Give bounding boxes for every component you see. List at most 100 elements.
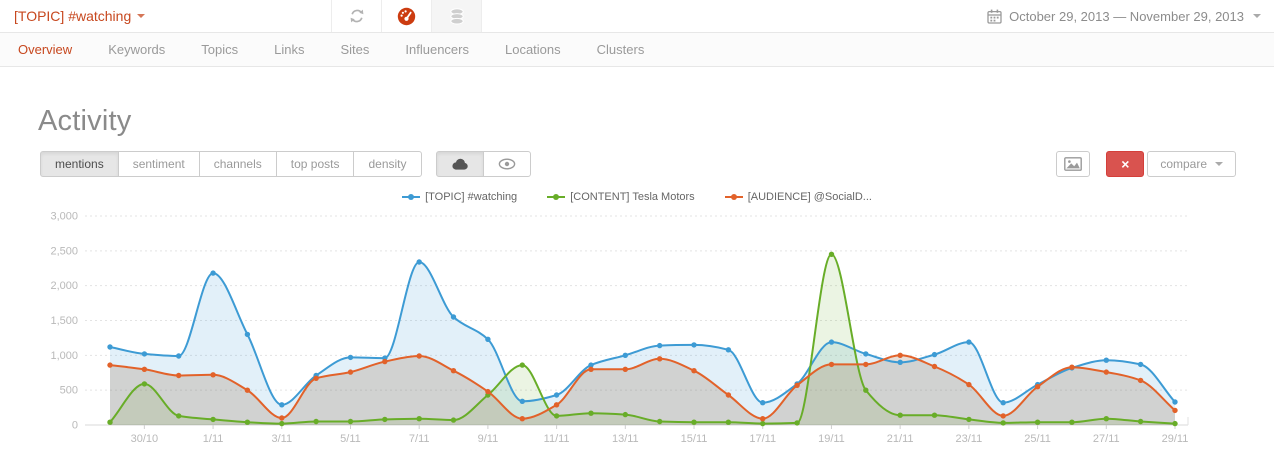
data-point[interactable] <box>657 356 663 362</box>
data-point[interactable] <box>141 351 148 357</box>
data-point[interactable] <box>107 344 113 350</box>
data-point[interactable] <box>347 369 354 375</box>
data-point[interactable] <box>382 358 388 365</box>
data-point[interactable] <box>1172 407 1178 414</box>
data-point[interactable] <box>966 381 972 388</box>
data-point[interactable] <box>450 314 457 320</box>
data-point[interactable] <box>244 387 251 393</box>
tab-locations[interactable]: Locations <box>504 42 561 57</box>
data-point[interactable] <box>760 420 766 427</box>
data-point[interactable] <box>794 420 800 426</box>
tab-overview[interactable]: Overview <box>18 42 73 57</box>
dashboard-button[interactable] <box>382 0 432 32</box>
data-point[interactable] <box>622 352 628 358</box>
data-point[interactable] <box>107 419 113 425</box>
data-point[interactable] <box>1137 377 1144 384</box>
data-point[interactable] <box>828 339 835 345</box>
data-point[interactable] <box>828 361 835 368</box>
data-point[interactable] <box>863 361 869 368</box>
data-point[interactable] <box>588 366 594 372</box>
data-point[interactable] <box>691 419 697 425</box>
data-point[interactable] <box>519 416 525 422</box>
data-point[interactable] <box>691 342 697 348</box>
data-point[interactable] <box>279 402 285 408</box>
view-density-button[interactable]: density <box>353 151 422 177</box>
view-top-posts-button[interactable]: top posts <box>275 151 355 177</box>
data-point[interactable] <box>931 412 938 418</box>
data-point[interactable] <box>1172 399 1178 405</box>
data-point[interactable] <box>382 416 388 423</box>
data-point[interactable] <box>141 366 148 372</box>
data-point[interactable] <box>622 366 628 372</box>
data-point[interactable] <box>210 270 216 276</box>
data-point[interactable] <box>485 336 491 342</box>
view-channels-button[interactable]: channels <box>198 151 277 177</box>
view-sentiment-button[interactable]: sentiment <box>117 151 200 177</box>
view-mentions-button[interactable]: mentions <box>40 151 119 177</box>
data-point[interactable] <box>347 418 354 425</box>
data-point[interactable] <box>863 351 869 357</box>
data-point[interactable] <box>657 342 663 349</box>
data-point[interactable] <box>519 398 525 404</box>
data-point[interactable] <box>416 416 422 422</box>
data-point[interactable] <box>657 418 663 425</box>
data-point[interactable] <box>828 251 835 257</box>
data-point[interactable] <box>897 352 903 358</box>
remove-compare-button[interactable]: × <box>1106 151 1145 177</box>
data-point[interactable] <box>931 351 938 358</box>
cloud-toggle-button[interactable] <box>435 151 484 177</box>
data-point[interactable] <box>1103 416 1110 422</box>
data-point[interactable] <box>176 372 182 379</box>
legend-item[interactable]: [TOPIC] #watching <box>402 191 517 203</box>
data-point[interactable] <box>485 388 491 395</box>
data-point[interactable] <box>416 353 422 359</box>
data-point[interactable] <box>1000 413 1006 419</box>
data-point[interactable] <box>1172 420 1178 427</box>
data-point[interactable] <box>347 354 354 361</box>
data-point[interactable] <box>588 410 594 416</box>
legend-item[interactable]: [CONTENT] Tesla Motors <box>547 191 695 203</box>
data-point[interactable] <box>450 417 457 423</box>
topic-selector[interactable]: [TOPIC] #watching <box>14 8 146 24</box>
data-point[interactable] <box>244 419 251 425</box>
data-point[interactable] <box>794 382 800 388</box>
data-point[interactable] <box>1034 419 1041 425</box>
data-point[interactable] <box>313 375 319 381</box>
data-point[interactable] <box>966 416 972 423</box>
data-point[interactable] <box>725 392 732 398</box>
data-point[interactable] <box>450 368 457 374</box>
data-point[interactable] <box>210 416 216 423</box>
tab-sites[interactable]: Sites <box>340 42 370 57</box>
data-point[interactable] <box>863 387 869 393</box>
data-point[interactable] <box>1137 418 1144 425</box>
compare-dropdown-button[interactable]: compare <box>1147 151 1236 177</box>
data-point[interactable] <box>588 362 594 368</box>
data-point[interactable] <box>1103 357 1110 363</box>
data-point[interactable] <box>553 413 560 419</box>
legend-item[interactable]: [AUDIENCE] @SocialD... <box>724 191 872 203</box>
data-point[interactable] <box>553 392 560 398</box>
data-point[interactable] <box>553 402 560 408</box>
data-point[interactable] <box>176 413 182 419</box>
data-point[interactable] <box>279 415 285 421</box>
data-point[interactable] <box>1034 384 1041 390</box>
data-point[interactable] <box>1103 369 1110 375</box>
data-sources-button[interactable] <box>432 0 482 32</box>
data-point[interactable] <box>1069 364 1075 370</box>
date-range-picker[interactable]: October 29, 2013 — November 29, 2013 <box>987 9 1261 24</box>
tab-topics[interactable]: Topics <box>201 42 239 57</box>
data-point[interactable] <box>725 419 732 425</box>
data-point[interactable] <box>519 362 525 368</box>
data-point[interactable] <box>141 381 148 387</box>
data-point[interactable] <box>1069 419 1075 425</box>
data-point[interactable] <box>622 411 628 418</box>
data-point[interactable] <box>1137 361 1144 368</box>
data-point[interactable] <box>279 420 285 427</box>
data-point[interactable] <box>760 416 766 422</box>
eye-toggle-button[interactable] <box>482 151 531 177</box>
data-point[interactable] <box>966 339 972 345</box>
export-image-button[interactable] <box>1056 151 1091 177</box>
data-point[interactable] <box>725 347 732 353</box>
data-point[interactable] <box>897 359 903 365</box>
data-point[interactable] <box>691 368 697 374</box>
